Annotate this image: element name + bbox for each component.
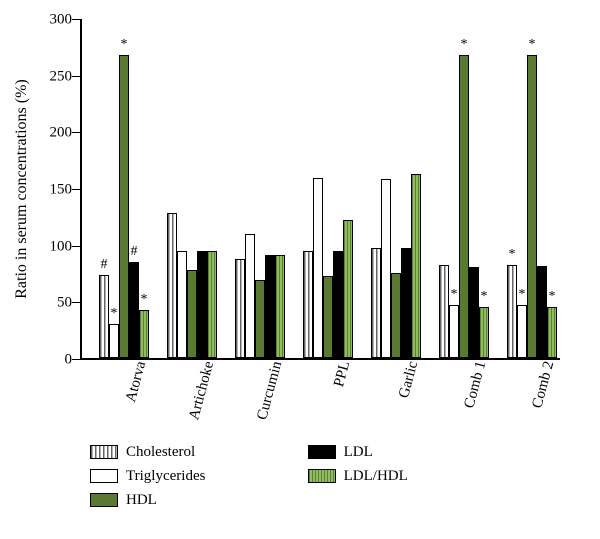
bar: * <box>547 307 557 358</box>
bar: * <box>109 324 119 358</box>
bar: * <box>119 55 129 358</box>
legend-item: LDL/HDL <box>308 464 510 488</box>
y-tick-label: 200 <box>32 125 72 142</box>
bar <box>255 280 265 358</box>
bar-group: PPL <box>303 178 353 358</box>
y-tick <box>72 19 82 22</box>
bar-group: ***Comb 1 <box>439 55 489 358</box>
bar-annotation: * <box>481 290 488 304</box>
legend-label: LDL/HDL <box>344 468 408 485</box>
legend-swatch <box>90 493 118 507</box>
legend-item: LDL <box>308 440 510 464</box>
x-tick-label: Garlic <box>390 358 422 400</box>
y-tick <box>72 76 82 79</box>
y-axis-label: Ratio in serum concentrations (%) <box>13 79 31 299</box>
y-tick-label: 250 <box>32 68 72 85</box>
bar: * <box>517 305 527 358</box>
bar-annotation: * <box>549 290 556 304</box>
legend-swatch <box>90 469 118 483</box>
bar <box>371 248 381 358</box>
bar <box>401 248 411 358</box>
legend-item: Cholesterol <box>90 440 308 464</box>
bar <box>187 270 197 358</box>
bar: * <box>449 305 459 358</box>
bar <box>381 179 391 358</box>
bar-annotation: * <box>461 38 468 52</box>
y-tick <box>72 132 82 135</box>
bar <box>343 220 353 358</box>
legend-swatch <box>308 445 336 459</box>
legend: Cholesterol Triglycerides HDL LDL LDL/HDL <box>90 440 510 515</box>
bar: * <box>507 265 517 358</box>
bar-annotation: # <box>101 258 108 272</box>
bar <box>207 251 217 358</box>
y-tick-label: 0 <box>32 352 72 369</box>
legend-swatch <box>90 445 118 459</box>
x-tick-label: Artichoke <box>180 358 218 422</box>
bar-annotation: * <box>141 293 148 307</box>
bar <box>333 251 343 358</box>
y-tick <box>72 359 82 362</box>
bar: * <box>139 310 149 358</box>
bar <box>275 255 285 358</box>
y-tick <box>72 246 82 249</box>
plot-area: Ratio in serum concentrations (%) 050100… <box>80 20 560 360</box>
y-tick-label: 150 <box>32 182 72 199</box>
bar: * <box>479 307 489 358</box>
bar-annotation: * <box>519 288 526 302</box>
bar <box>537 266 547 358</box>
bar <box>411 174 421 358</box>
bar-annotation: # <box>131 245 138 259</box>
y-tick <box>72 189 82 192</box>
bar <box>167 213 177 358</box>
legend-item: Triglycerides <box>90 464 308 488</box>
y-tick <box>72 302 82 305</box>
bar-group: Garlic <box>371 174 421 358</box>
legend-swatch <box>308 469 336 483</box>
bar <box>245 234 255 358</box>
chart-container: Ratio in serum concentrations (%) 0 50 100… <box>0 0 600 539</box>
legend-label: Triglycerides <box>126 468 205 485</box>
legend-label: LDL <box>344 444 373 461</box>
bar-annotation: * <box>529 38 536 52</box>
bar: * <box>527 55 537 358</box>
bar: # <box>129 262 139 358</box>
bar-group: ****Comb 2 <box>507 55 557 358</box>
bar <box>439 265 449 358</box>
bar <box>197 251 207 358</box>
bar-annotation: * <box>111 307 118 321</box>
y-tick-label: 100 <box>32 238 72 255</box>
legend-label: Cholesterol <box>126 444 195 461</box>
bar <box>177 251 187 358</box>
y-tick-label: 300 <box>32 12 72 29</box>
bar-annotation: * <box>451 288 458 302</box>
bar <box>303 251 313 358</box>
x-tick-label: PPL <box>325 358 354 389</box>
x-tick-label: Comb 2 <box>524 358 559 410</box>
legend-item: HDL <box>90 488 308 512</box>
bar-annotation: * <box>121 38 128 52</box>
bar <box>323 276 333 358</box>
bar <box>469 267 479 358</box>
x-tick-label: Comb 1 <box>456 358 491 410</box>
y-tick-label: 50 <box>32 295 72 312</box>
bar-group: #**#*Atorva <box>99 55 149 358</box>
bar <box>313 178 323 358</box>
bar: # <box>99 275 109 358</box>
x-tick-label: Atorva <box>117 358 150 404</box>
bar-group: Artichoke <box>167 213 217 358</box>
bar-group: Curcumin <box>235 234 285 358</box>
legend-label: HDL <box>126 492 157 509</box>
bar <box>235 259 245 358</box>
x-tick-label: Curcumin <box>248 358 286 422</box>
bar-annotation: * <box>509 248 516 262</box>
bar: * <box>459 55 469 358</box>
bar <box>391 273 401 358</box>
bar <box>265 255 275 358</box>
